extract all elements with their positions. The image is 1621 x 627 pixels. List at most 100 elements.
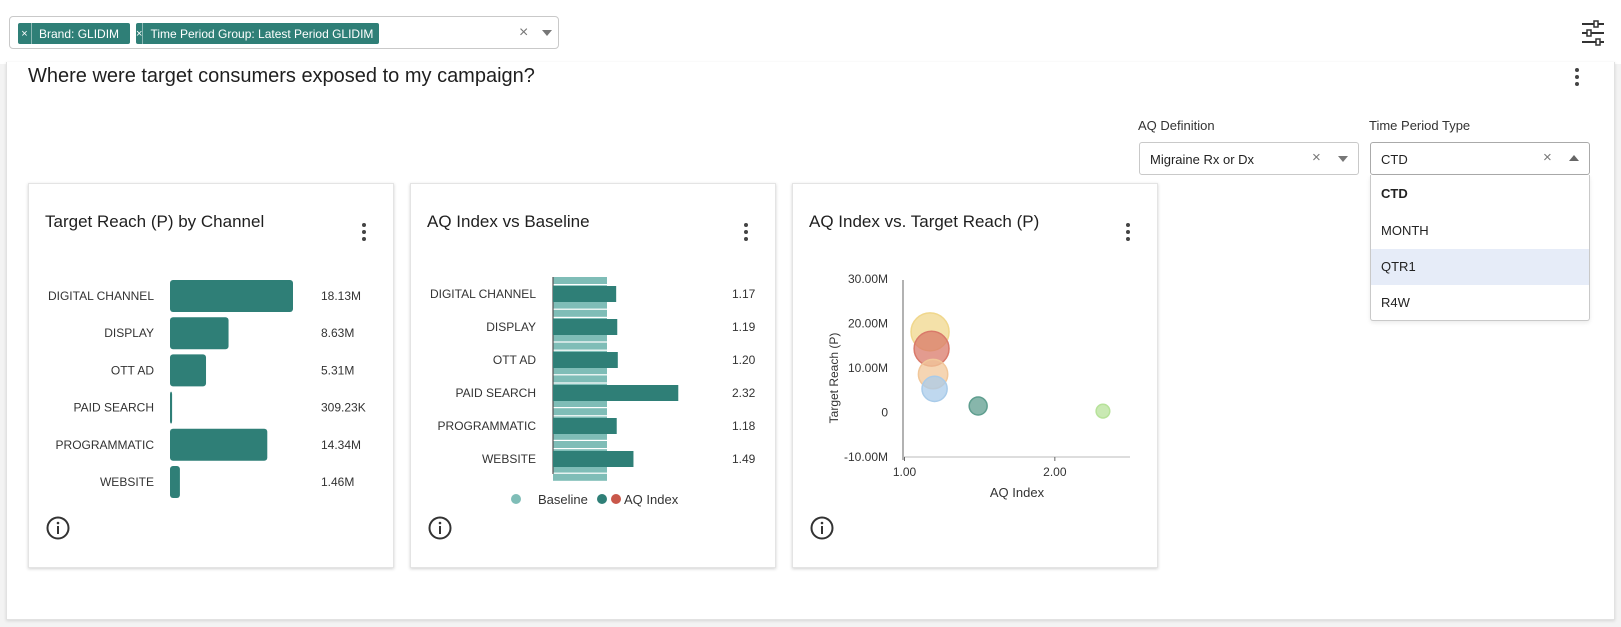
category-label: PROGRAMMATIC	[56, 438, 155, 452]
bar	[170, 466, 180, 498]
x-tick-label: 2.00	[1043, 465, 1067, 479]
value-label: 1.18	[732, 419, 756, 433]
category-label: DIGITAL CHANNEL	[48, 289, 154, 303]
info-icon[interactable]	[810, 516, 834, 540]
y-axis-title: Target Reach (P)	[827, 333, 841, 424]
legend-aq-index-marker	[597, 494, 607, 504]
time-period-type-menu: CTD MONTH QTR1 R4W	[1370, 175, 1590, 321]
page-title: Where were target consumers exposed to m…	[28, 65, 535, 87]
card-more-icon[interactable]	[361, 223, 367, 243]
global-filter-select[interactable]: × Brand: GLIDIM × Time Period Group: Lat…	[9, 16, 559, 49]
clear-filters-icon[interactable]: ×	[519, 24, 529, 41]
category-label: DIGITAL CHANNEL	[430, 287, 536, 301]
baseline-segment	[553, 441, 607, 448]
menu-option-qtr1[interactable]: QTR1	[1371, 249, 1589, 285]
chip-remove-icon[interactable]: ×	[136, 23, 144, 44]
card-title: Target Reach (P) by Channel	[45, 212, 265, 231]
card-aq-index-vs-baseline: AQ Index vs Baseline DIGITAL CHANNEL 1.17…	[410, 183, 776, 568]
bar	[170, 391, 173, 424]
baseline-segment	[553, 334, 607, 342]
legend-aq-index-label: AQ Index	[624, 492, 679, 507]
baseline-segment	[553, 432, 607, 440]
legend-baseline-label: Baseline	[538, 492, 588, 507]
aq-definition-value: Migraine Rx or Dx	[1150, 152, 1255, 167]
value-label: 1.49	[732, 452, 756, 466]
category-label: OTT AD	[111, 363, 154, 377]
value-label: 1.20	[732, 353, 756, 367]
category-label: PAID SEARCH	[456, 386, 536, 400]
chevron-up-icon[interactable]	[1569, 155, 1579, 161]
baseline-segment	[553, 342, 607, 350]
filter-chip-label: Brand: GLIDIM	[39, 26, 120, 41]
x-axis-title: AQ Index	[990, 485, 1045, 500]
aq-index-bar	[553, 286, 617, 302]
category-label: DISPLAY	[486, 320, 536, 334]
bubble-point	[921, 375, 948, 403]
bar	[170, 428, 268, 461]
category-label: PAID SEARCH	[74, 401, 154, 415]
clear-icon[interactable]: ×	[1543, 149, 1552, 166]
value-label: 1.19	[732, 320, 756, 334]
aq-definition-select[interactable]: Migraine Rx or Dx ×	[1139, 142, 1359, 175]
time-period-type-label: Time Period Type	[1369, 118, 1471, 133]
baseline-segment	[553, 408, 607, 416]
y-tick-label: 20.00M	[848, 317, 888, 331]
aq-index-bar-chart: DIGITAL CHANNEL 1.17 DISPLAY 1.19 OTT AD 1.20…	[430, 277, 756, 507]
value-label: 18.13M	[321, 289, 361, 303]
clear-icon[interactable]: ×	[1312, 149, 1321, 166]
bar	[170, 280, 293, 312]
bar	[170, 317, 229, 350]
panel-more-icon[interactable]	[1574, 68, 1580, 88]
legend-aq-index-marker-alt	[611, 494, 621, 504]
baseline-segment	[553, 309, 607, 317]
category-label: PROGRAMMATIC	[438, 419, 537, 433]
aq-index-bar	[553, 451, 634, 467]
category-label: WEBSITE	[482, 452, 536, 466]
card-title: AQ Index vs. Target Reach (P)	[809, 212, 1040, 231]
baseline-segment	[553, 400, 607, 407]
card-title: AQ Index vs Baseline	[427, 212, 590, 231]
baseline-segment	[553, 375, 607, 383]
info-icon[interactable]	[428, 516, 452, 540]
bubble-point	[968, 396, 988, 416]
filter-chip-brand: × Brand: GLIDIM	[18, 23, 130, 44]
card-more-icon[interactable]	[1125, 223, 1131, 243]
sliders-settings-icon[interactable]	[1581, 20, 1605, 46]
legend-baseline-marker	[511, 494, 521, 504]
top-filter-bar: × Brand: GLIDIM × Time Period Group: Lat…	[0, 0, 1621, 64]
menu-option-r4w[interactable]: R4W	[1381, 295, 1410, 310]
aq-definition-label: AQ Definition	[1138, 118, 1215, 133]
value-label: 1.46M	[321, 475, 354, 489]
y-tick-label: 0	[881, 406, 888, 420]
menu-option-month[interactable]: MONTH	[1381, 223, 1429, 238]
bar	[170, 354, 207, 387]
category-label: DISPLAY	[104, 326, 154, 340]
info-icon[interactable]	[46, 516, 70, 540]
target-reach-bar-chart: DIGITAL CHANNEL 18.13M DISPLAY 8.63M OTT AD 5…	[48, 280, 366, 498]
category-label: OTT AD	[493, 353, 536, 367]
baseline-segment	[553, 465, 607, 473]
value-label: 8.63M	[321, 326, 354, 340]
value-label: 1.17	[732, 287, 756, 301]
dashboard-panel: Where were target consumers exposed to m…	[6, 62, 1615, 620]
y-tick-label: -10.00M	[844, 450, 888, 464]
card-target-reach-by-channel: Target Reach (P) by Channel DIGITAL CHAN…	[28, 183, 394, 568]
value-label: 14.34M	[321, 438, 361, 452]
aq-index-bar	[553, 418, 617, 434]
baseline-segment	[553, 473, 607, 481]
baseline-segment	[553, 301, 607, 309]
aq-index-bar	[553, 352, 618, 368]
aq-index-bubble-chart: 30.00M 20.00M 10.00M 0 -10.00M 1.00 2.00 AQ Ind…	[827, 272, 1130, 500]
value-label: 2.32	[732, 386, 756, 400]
card-aq-index-vs-target-reach: AQ Index vs. Target Reach (P) 30.00M 20.0…	[792, 183, 1158, 568]
chevron-down-icon[interactable]	[542, 30, 552, 36]
card-more-icon[interactable]	[743, 223, 749, 243]
time-period-type-select[interactable]: CTD ×	[1370, 142, 1590, 175]
y-tick-label: 30.00M	[848, 272, 888, 286]
filter-chip-label: Time Period Group: Latest Period GLIDIM	[150, 26, 374, 41]
menu-option-ctd[interactable]: CTD	[1381, 186, 1408, 201]
aq-index-bar	[553, 385, 679, 401]
chevron-down-icon[interactable]	[1338, 156, 1348, 162]
chip-remove-icon[interactable]: ×	[18, 23, 32, 44]
category-label: WEBSITE	[100, 475, 154, 489]
